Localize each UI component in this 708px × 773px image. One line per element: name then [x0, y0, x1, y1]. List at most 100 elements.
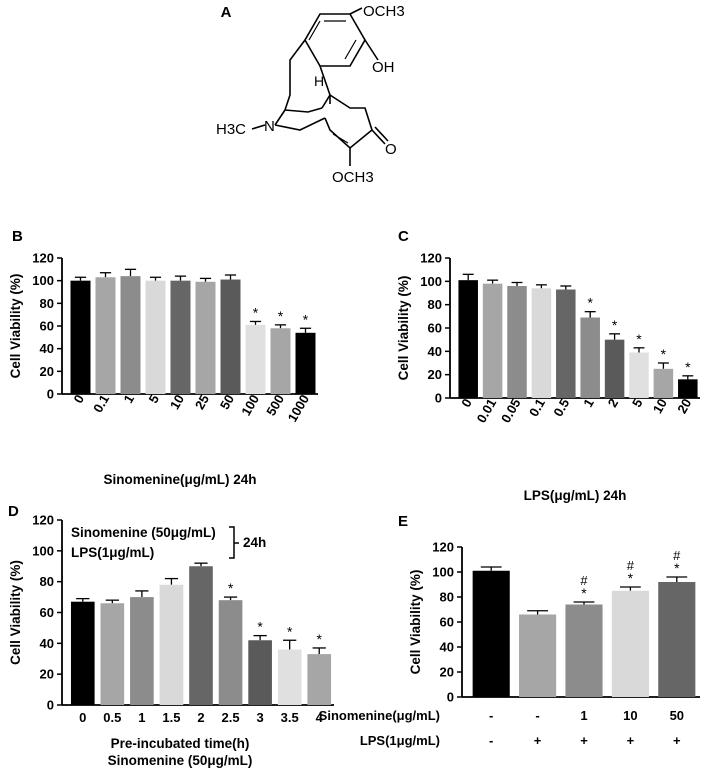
y-tick-label-d: 60 [40, 605, 54, 620]
chart-d: 0 20 40 60 80 100 120 Cell Viability (%) 0 0.5 1 1.… [8, 513, 334, 768]
bar-b [70, 280, 91, 394]
row2-value-e: + [580, 733, 588, 748]
y-axis-label-e: Cell Viability (%) [408, 570, 423, 675]
x-tick-label-d: 1 [138, 710, 145, 725]
y-tick-label-e: 40 [440, 640, 454, 655]
bar-b [145, 280, 166, 394]
bar-e [472, 570, 510, 697]
bar-c [556, 289, 576, 398]
x-tick-label-b: 100 [238, 392, 262, 418]
x-tick-label-c: 0.05 [498, 396, 524, 425]
significance-mark-d: * [228, 580, 234, 596]
significance-mark-e: * [581, 585, 587, 601]
bar-e [611, 590, 649, 697]
y-tick-label-d: 40 [40, 636, 54, 651]
x-tick-label-c: 0.01 [474, 396, 500, 425]
bar-e [519, 614, 557, 697]
row1-value-e: - [535, 708, 539, 723]
x-tick-label-d: 2 [197, 710, 204, 725]
x-tick-label-c: 10 [650, 396, 670, 416]
row1-value-e: - [489, 708, 493, 723]
significance-mark-e: * [674, 560, 680, 576]
y-tick-label-d: 20 [40, 667, 54, 682]
y-tick-label-b: 60 [40, 319, 54, 334]
x-axis-label-2-d: Sinomenine (50μg/mL) [108, 753, 253, 768]
legend-bracket-d [229, 526, 239, 559]
chemical-structure [251, 7, 389, 166]
panel-label-e: E [398, 513, 408, 530]
y-tick-label-b: 0 [47, 387, 54, 402]
significance-mark-c: * [587, 295, 593, 311]
och3-top-label: OCH3 [363, 3, 405, 20]
significance-mark-c: * [685, 359, 691, 375]
bar-c [458, 280, 478, 398]
bar-c [531, 288, 552, 398]
bar-b [120, 276, 141, 394]
x-tick-label-b: 50 [217, 392, 237, 412]
y-tick-label-b: 40 [40, 341, 54, 356]
x-tick-label-b: 0.1 [90, 392, 112, 415]
significance-mark-c: * [636, 331, 642, 347]
row2-label-e: LPS(1μg/mL) [360, 733, 440, 748]
y-tick-label-b: 80 [40, 296, 54, 311]
n-label: N [264, 118, 275, 135]
x-tick-label-d: 1.5 [162, 710, 180, 725]
y-tick-label-e: 20 [440, 665, 454, 680]
y-tick-label-d: 120 [32, 513, 54, 528]
x-tick-label-d: 0 [79, 710, 86, 725]
significance-mark-b: * [303, 311, 309, 327]
bar-b [245, 324, 266, 394]
significance-mark-c: * [661, 346, 667, 362]
y-tick-label-d: 0 [47, 698, 54, 713]
bar-c [604, 339, 625, 398]
bar-d [100, 603, 125, 705]
y-tick-label-e: 120 [432, 540, 454, 555]
bar-d [159, 584, 184, 705]
bar-d [130, 597, 154, 705]
h3c-label: H3C [216, 121, 246, 138]
row2-value-e: + [673, 733, 681, 748]
hash-mark-e: # [580, 573, 588, 588]
bar-b [95, 277, 116, 394]
legend-line-1-d: Sinomenine (50μg/mL) [71, 525, 216, 540]
row1-value-e: 1 [580, 708, 587, 723]
significance-mark-b: * [253, 304, 259, 320]
significance-mark-e: * [628, 570, 634, 586]
bar-c [580, 317, 600, 398]
bar-d [189, 566, 213, 705]
bar-b [295, 332, 316, 394]
y-tick-label-e: 80 [440, 590, 454, 605]
y-tick-label-c: 100 [420, 274, 442, 289]
bar-d [248, 640, 272, 705]
bar-e [658, 582, 696, 697]
bar-d [277, 649, 302, 705]
y-tick-label-c: 40 [428, 344, 442, 359]
x-tick-label-d: 0.5 [103, 710, 121, 725]
bar-b [220, 279, 241, 394]
bar-b [270, 328, 291, 394]
significance-mark-d: * [316, 631, 322, 647]
x-axis-label-c: LPS(μg/mL) 24h [524, 488, 627, 503]
oh-label: OH [372, 59, 395, 76]
och3-bottom-label: OCH3 [332, 169, 374, 186]
y-tick-label-c: 20 [428, 367, 442, 382]
legend-line-2-d: LPS(1μg/mL) [71, 545, 154, 560]
bar-b [195, 281, 216, 394]
legend-note-d: 24h [243, 535, 266, 550]
x-tick-label-b: 25 [192, 392, 212, 412]
bar-c [507, 286, 527, 398]
x-tick-label-b: 500 [263, 392, 287, 418]
row2-value-e: - [489, 733, 493, 748]
y-tick-label-d: 80 [40, 574, 54, 589]
bar-c [629, 352, 649, 398]
significance-mark-d: * [257, 619, 263, 635]
x-tick-label-b: 1000 [285, 392, 312, 425]
x-tick-label-d: 4 [316, 710, 324, 725]
row2-value-e: + [627, 733, 635, 748]
row2-value-e: + [534, 733, 542, 748]
y-tick-label-e: 100 [432, 565, 454, 580]
y-tick-label-b: 20 [40, 364, 54, 379]
